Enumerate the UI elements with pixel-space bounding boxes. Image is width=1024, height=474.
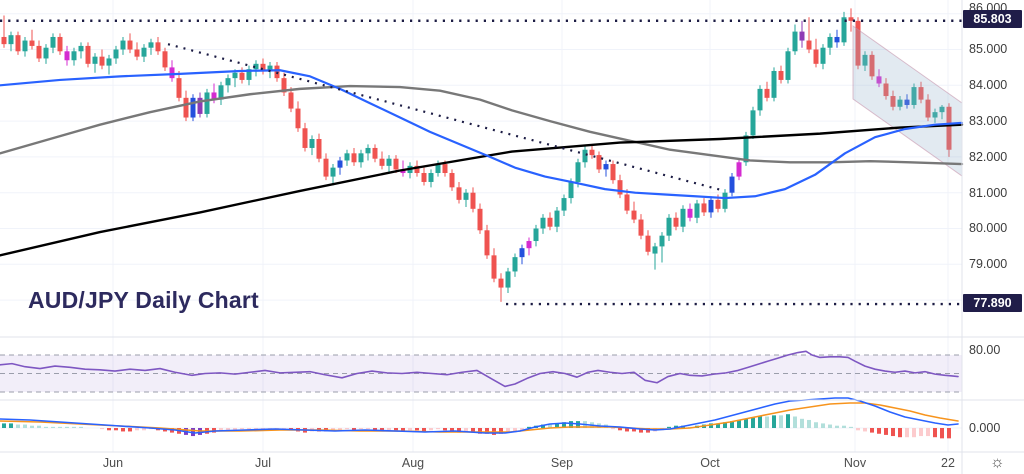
- price-axis-label: 81.000: [969, 186, 1008, 200]
- time-axis-label: Jul: [255, 456, 271, 470]
- sun-icon[interactable]: ☼: [990, 454, 1005, 471]
- price-axis-label: 84.000: [969, 78, 1008, 92]
- price-axis-label: 82.000: [969, 150, 1008, 164]
- price-axis-label: 80.000: [969, 221, 1008, 235]
- price-level-badge: 85.803: [963, 10, 1022, 28]
- macd-axis-label: 0.000: [969, 421, 1001, 435]
- price-level-badge: 77.890: [963, 294, 1022, 312]
- time-axis-label: 22: [941, 456, 955, 470]
- rsi-axis-label: 80.00: [969, 343, 1001, 357]
- time-axis-label: Aug: [401, 456, 425, 470]
- price-axis-label: 83.000: [969, 114, 1008, 128]
- price-axis-label: 85.000: [969, 42, 1008, 56]
- chart-title: AUD/JPY Daily Chart: [28, 287, 259, 313]
- time-axis-label: Oct: [700, 456, 720, 470]
- time-axis-label: Nov: [843, 456, 867, 470]
- price-axis-label: 79.000: [969, 257, 1008, 271]
- time-axis-label: Jun: [102, 456, 124, 470]
- time-axis-label: Sep: [550, 456, 574, 470]
